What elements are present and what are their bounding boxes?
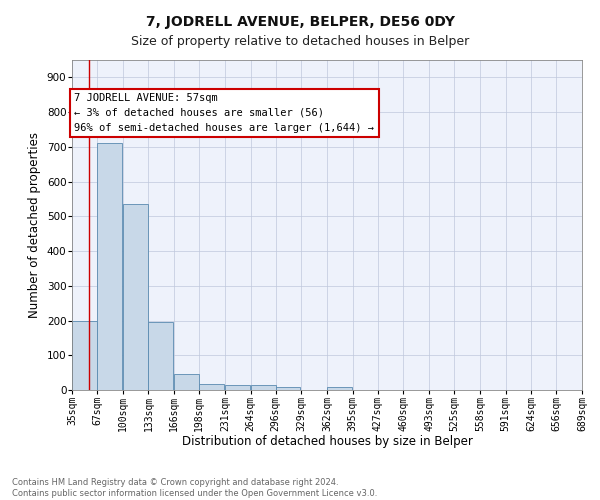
- Text: Contains HM Land Registry data © Crown copyright and database right 2024.
Contai: Contains HM Land Registry data © Crown c…: [12, 478, 377, 498]
- Text: 7, JODRELL AVENUE, BELPER, DE56 0DY: 7, JODRELL AVENUE, BELPER, DE56 0DY: [146, 15, 455, 29]
- Bar: [122, 204, 148, 390]
- Bar: [72, 320, 97, 390]
- Bar: [251, 386, 275, 390]
- Bar: [148, 322, 173, 390]
- Bar: [97, 144, 122, 390]
- Bar: [327, 386, 352, 390]
- Text: Size of property relative to detached houses in Belper: Size of property relative to detached ho…: [131, 35, 469, 48]
- Bar: [275, 387, 301, 390]
- Bar: [199, 384, 224, 390]
- Bar: [225, 385, 250, 390]
- Y-axis label: Number of detached properties: Number of detached properties: [28, 132, 41, 318]
- X-axis label: Distribution of detached houses by size in Belper: Distribution of detached houses by size …: [182, 435, 472, 448]
- Bar: [174, 374, 199, 390]
- Text: 7 JODRELL AVENUE: 57sqm
← 3% of detached houses are smaller (56)
96% of semi-det: 7 JODRELL AVENUE: 57sqm ← 3% of detached…: [74, 93, 374, 132]
